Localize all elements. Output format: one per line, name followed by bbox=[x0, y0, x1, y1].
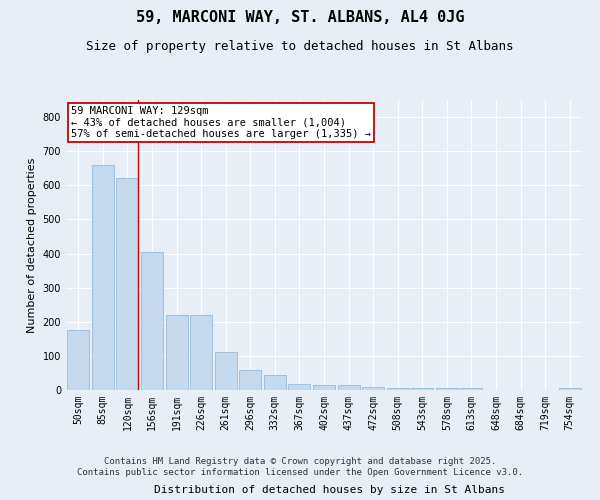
Bar bbox=[338, 385, 359, 390]
Bar bbox=[239, 370, 262, 390]
Bar bbox=[289, 384, 310, 390]
Bar bbox=[411, 388, 433, 390]
Bar bbox=[362, 386, 384, 390]
Text: 59, MARCONI WAY, ST. ALBANS, AL4 0JG: 59, MARCONI WAY, ST. ALBANS, AL4 0JG bbox=[136, 10, 464, 25]
Text: 59 MARCONI WAY: 129sqm
← 43% of detached houses are smaller (1,004)
57% of semi-: 59 MARCONI WAY: 129sqm ← 43% of detached… bbox=[71, 106, 371, 139]
Bar bbox=[559, 388, 581, 390]
Bar bbox=[190, 315, 212, 390]
Bar bbox=[116, 178, 139, 390]
Bar bbox=[436, 388, 458, 390]
Text: Distribution of detached houses by size in St Albans: Distribution of detached houses by size … bbox=[155, 485, 505, 495]
Y-axis label: Number of detached properties: Number of detached properties bbox=[27, 158, 37, 332]
Text: Contains HM Land Registry data © Crown copyright and database right 2025.
Contai: Contains HM Land Registry data © Crown c… bbox=[77, 458, 523, 477]
Bar bbox=[386, 388, 409, 390]
Bar bbox=[460, 388, 482, 390]
Bar bbox=[141, 252, 163, 390]
Bar bbox=[166, 315, 188, 390]
Bar bbox=[313, 385, 335, 390]
Bar bbox=[67, 330, 89, 390]
Bar bbox=[215, 352, 237, 390]
Text: Size of property relative to detached houses in St Albans: Size of property relative to detached ho… bbox=[86, 40, 514, 53]
Bar bbox=[92, 165, 114, 390]
Bar bbox=[264, 374, 286, 390]
